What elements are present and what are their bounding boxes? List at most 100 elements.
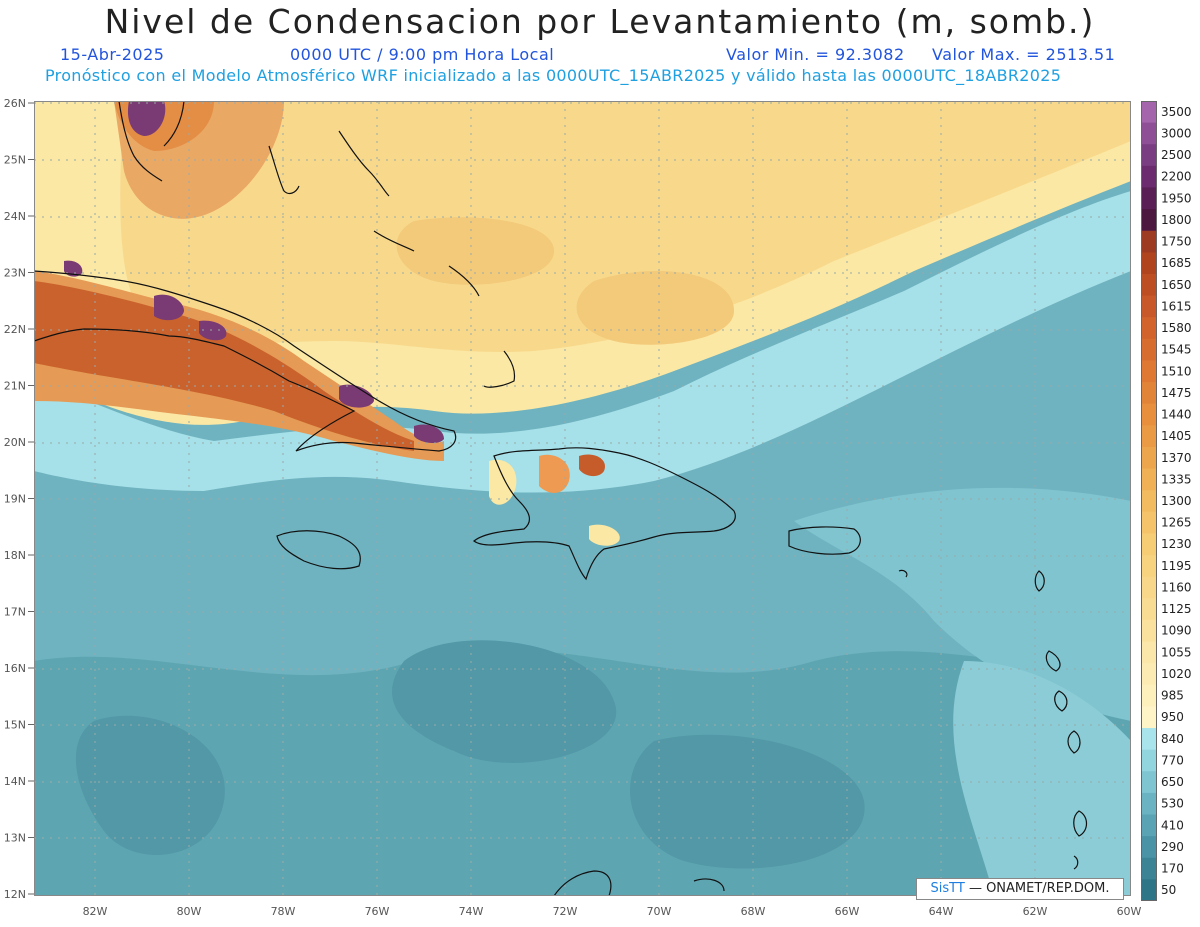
south-america-coast (553, 870, 612, 896)
colorbar-label: 530 (1161, 797, 1184, 811)
lat-axis: 26N 25N 24N 23N 22N 21N 20N 19N 18N 17N 16N 15N 14N 1… (4, 97, 34, 901)
lon-label: 66W (835, 905, 860, 918)
colorbar-label: 1160 (1161, 580, 1192, 594)
florida-coast (118, 101, 163, 182)
map-title: Nivel de Condensacion por Levantamiento … (104, 2, 1096, 41)
purple-patch-cuba (414, 424, 444, 443)
colorbar-label: 1475 (1161, 386, 1192, 400)
colorbar-swatch (1141, 165, 1157, 188)
colorbar-label: 1440 (1161, 408, 1192, 422)
florida-coast (163, 101, 185, 147)
lat-label: 20N (4, 436, 26, 449)
lat-label: 15N (4, 719, 26, 732)
colorbar-label: 1300 (1161, 494, 1192, 508)
orange-light-patch (396, 217, 554, 285)
colorbar-swatch (1141, 360, 1157, 383)
lat-label: 17N (4, 606, 26, 619)
puerto-rico-coast (788, 526, 861, 555)
colorbar-swatch (1141, 209, 1157, 232)
colorbar-swatch (1141, 403, 1157, 426)
antilles-coast (1045, 650, 1061, 672)
colorbar-swatch (1141, 144, 1157, 167)
antilles-coast (1073, 810, 1088, 837)
deep-ocean-patch (630, 734, 865, 869)
colorbar-swatch (1141, 468, 1157, 491)
lat-label: 26N (4, 97, 26, 110)
colorbar-label: 170 (1161, 862, 1184, 876)
antilles-coast (1034, 570, 1045, 592)
bahamas-coast (268, 145, 300, 195)
colorbar-swatch (1141, 273, 1157, 297)
credit-box: SisTT — ONAMET/REP.DOM. (916, 878, 1124, 900)
lon-label: 78W (271, 905, 296, 918)
colorbar-label: 1265 (1161, 516, 1192, 530)
antilles-coast (898, 569, 908, 578)
weather-map (34, 101, 1131, 896)
colorbar-label: 1685 (1161, 256, 1192, 270)
map-frame (34, 101, 1131, 896)
lon-label: 64W (929, 905, 954, 918)
lon-axis: 82W 80W 78W 76W 74W 72W 70W 68W 66W 64W 62W 60W (83, 905, 1142, 918)
jamaica-coast (276, 530, 361, 570)
bahamas-coast (448, 265, 480, 297)
colorbar-swatch (1141, 252, 1157, 275)
colorbar-label: 650 (1161, 775, 1184, 789)
yellow-patch-hispaniola (589, 524, 620, 546)
purple-patch-cuba (199, 320, 227, 341)
colorbar-label: 770 (1161, 753, 1184, 767)
lat-label: 18N (4, 549, 26, 562)
colorbar-swatch (1141, 382, 1157, 405)
lat-label: 16N (4, 662, 26, 675)
hispaniola-coast (473, 447, 736, 581)
colorbar-label: 1510 (1161, 364, 1192, 378)
orange-light-patch (576, 271, 734, 345)
antilles-coast (1067, 730, 1081, 754)
colorbar-swatch (1141, 187, 1157, 210)
antilles-coast (1054, 690, 1068, 712)
colorbar-swatch (1141, 122, 1157, 145)
model-description: Pronóstico con el Modelo Atmosférico WRF… (45, 66, 1062, 85)
colorbar-label: 2200 (1161, 170, 1192, 184)
lat-label: 12N (4, 888, 26, 901)
lon-label: 74W (459, 905, 484, 918)
credit-brand: SisTT (930, 881, 965, 896)
lat-label: 23N (4, 267, 26, 280)
colorbar-label: 1020 (1161, 667, 1192, 681)
colorbar-label: 1950 (1161, 191, 1192, 205)
colorbar-swatch (1141, 338, 1157, 361)
colorbar-label: 950 (1161, 710, 1184, 724)
colorbar-swatch (1141, 317, 1157, 340)
colorbar-swatch (1141, 230, 1157, 253)
colorbar-swatch (1141, 490, 1157, 513)
colorbar-label: 1580 (1161, 321, 1192, 335)
deep-ocean-band (34, 649, 1131, 896)
colorbar-swatch (1141, 511, 1157, 534)
colorbar-label: 3000 (1161, 126, 1192, 140)
orange-light-region (120, 101, 1131, 353)
colorbar-swatch (1141, 576, 1157, 599)
orange-patch-hispaniola (539, 454, 570, 493)
colorbar-swatch (1141, 598, 1157, 621)
lon-label: 76W (365, 905, 390, 918)
colorbar-swatch (1141, 533, 1157, 556)
lon-label: 62W (1023, 905, 1048, 918)
colorbar-label: 1750 (1161, 235, 1192, 249)
lat-label: 24N (4, 210, 26, 223)
colorbar-swatch (1141, 857, 1157, 880)
colorbar-swatch (1141, 425, 1157, 448)
colorbar-swatch (1141, 728, 1157, 751)
colorbar-label: 2500 (1161, 148, 1192, 162)
colorbar-label: 1230 (1161, 537, 1192, 551)
colorbar-swatch (1141, 555, 1157, 578)
bahamas-coast (338, 130, 390, 197)
purple-patch-florida (127, 101, 166, 136)
colorbar-frame (1141, 101, 1157, 901)
forecast-date: 15-Abr-2025 (60, 45, 165, 64)
purple-patch-cuba (64, 260, 83, 277)
colorbar-label: 1055 (1161, 645, 1192, 659)
colorbar-swatch (1141, 641, 1157, 664)
colorbar-label: 410 (1161, 818, 1184, 832)
colorbar-label: 1125 (1161, 602, 1192, 616)
deep-ocean-patch (392, 640, 617, 763)
purple-patch-cuba (339, 384, 374, 408)
